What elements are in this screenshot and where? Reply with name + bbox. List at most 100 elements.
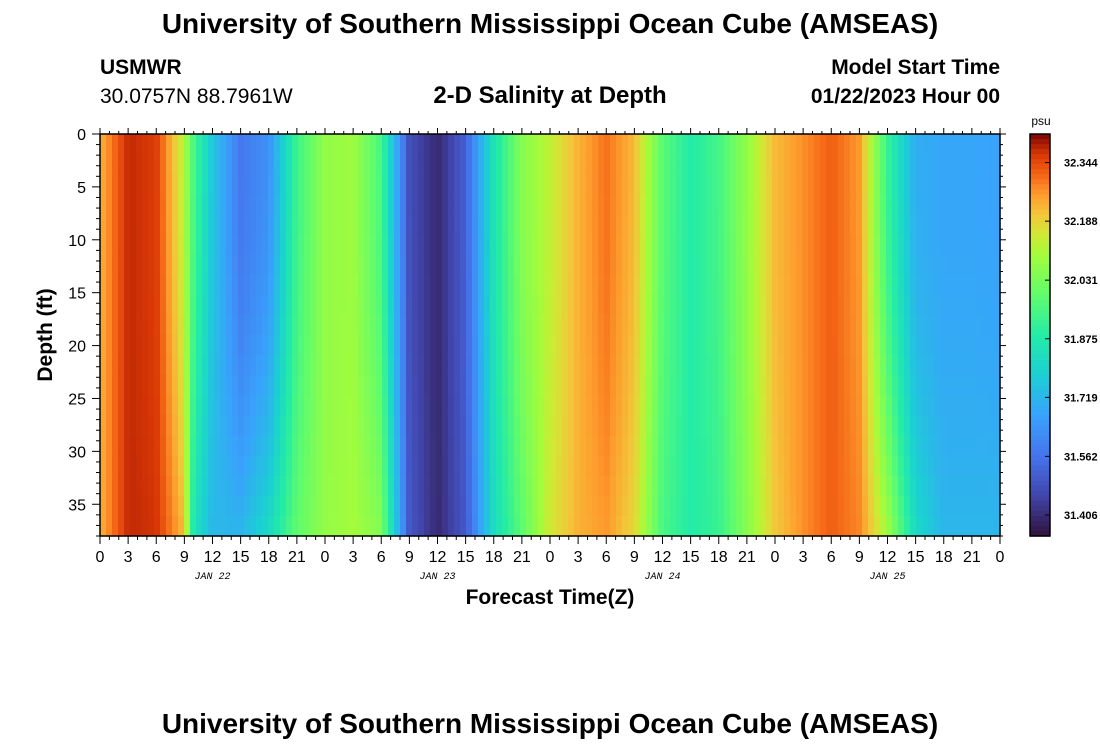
colorbar-segment xyxy=(1030,254,1050,261)
heatmap-cell xyxy=(274,355,281,376)
heatmap-cell xyxy=(562,515,569,537)
heatmap-cell xyxy=(928,415,935,437)
heatmap-cell xyxy=(124,214,131,236)
heatmap-cell xyxy=(364,475,371,497)
heatmap-cell xyxy=(892,174,899,195)
heatmap-cell xyxy=(550,395,557,416)
heatmap-cell xyxy=(784,294,791,316)
heatmap-cell xyxy=(916,495,923,517)
heatmap-cell xyxy=(598,515,605,537)
heatmap-cell xyxy=(892,214,899,236)
heatmap-cell xyxy=(298,375,305,396)
heatmap-cell xyxy=(868,435,875,457)
heatmap-cell xyxy=(760,214,767,236)
heatmap-cell xyxy=(862,515,869,537)
heatmap-cell xyxy=(946,475,953,497)
heatmap-cell xyxy=(274,475,281,497)
heatmap-cell xyxy=(862,134,869,155)
heatmap-cell xyxy=(982,214,989,236)
heatmap-cell xyxy=(694,435,701,457)
heatmap-cell xyxy=(532,314,539,336)
heatmap-cell xyxy=(178,134,185,155)
x-tick-label: 15 xyxy=(907,549,925,566)
heatmap-cell xyxy=(622,174,629,195)
heatmap-cell xyxy=(448,234,455,256)
heatmap-cell xyxy=(556,214,563,236)
heatmap-cell xyxy=(484,395,491,416)
heatmap-cell xyxy=(712,495,719,517)
heatmap-cell xyxy=(922,515,929,537)
heatmap-cell xyxy=(280,515,287,537)
x-tick-label: 15 xyxy=(682,549,700,566)
heatmap-cell xyxy=(448,355,455,376)
heatmap-cell xyxy=(580,254,587,276)
heatmap-cell xyxy=(556,274,563,296)
heatmap-cell xyxy=(538,254,545,276)
heatmap-cell xyxy=(178,455,185,477)
heatmap-cell xyxy=(190,415,197,437)
colorbar-frame xyxy=(1029,133,1051,537)
heatmap-cell xyxy=(754,214,761,236)
heatmap-cell xyxy=(694,355,701,376)
heatmap-cell xyxy=(874,314,881,336)
heatmap-cell xyxy=(496,355,503,376)
heatmap-cell xyxy=(796,294,803,316)
heatmap-cell xyxy=(352,194,359,215)
heatmap-cell xyxy=(568,314,575,336)
heatmap-cell xyxy=(490,314,497,336)
heatmap-cell xyxy=(976,475,983,497)
heatmap-cell xyxy=(460,254,467,276)
heatmap-cell xyxy=(130,274,137,296)
heatmap-cell xyxy=(442,154,449,175)
heatmap-cell xyxy=(880,314,887,336)
heatmap-cell xyxy=(382,415,389,437)
heatmap-cell xyxy=(214,375,221,396)
heatmap-cell xyxy=(748,475,755,497)
heatmap-cell xyxy=(388,395,395,416)
heatmap-cell xyxy=(448,415,455,437)
x-tick-label: 21 xyxy=(963,549,981,566)
heatmap-cell xyxy=(892,435,899,457)
heatmap-cell xyxy=(100,435,107,457)
heatmap-cell xyxy=(508,455,515,477)
salinity-heatmap xyxy=(100,134,1001,537)
heatmap-cell xyxy=(124,435,131,457)
heatmap-cell xyxy=(652,435,659,457)
heatmap-cell xyxy=(730,335,737,356)
heatmap-cell xyxy=(526,435,533,457)
heatmap-cell xyxy=(526,335,533,356)
heatmap-cell xyxy=(118,294,125,316)
heatmap-cell xyxy=(226,515,233,537)
heatmap-cell xyxy=(658,495,665,517)
heatmap-cell xyxy=(394,495,401,517)
heatmap-cell xyxy=(124,254,131,276)
heatmap-cell xyxy=(244,194,251,215)
heatmap-cell xyxy=(112,395,119,416)
heatmap-cell xyxy=(820,194,827,215)
heatmap-cell xyxy=(190,174,197,195)
heatmap-cell xyxy=(502,294,509,316)
heatmap-cell xyxy=(418,435,425,457)
heatmap-cell xyxy=(922,294,929,316)
heatmap-cell xyxy=(118,194,125,215)
heatmap-cell xyxy=(520,435,527,457)
heatmap-cell xyxy=(424,435,431,457)
colorbar-segment xyxy=(1030,365,1050,371)
heatmap-cell xyxy=(568,134,575,155)
heatmap-cell xyxy=(100,294,107,316)
heatmap-cell xyxy=(874,214,881,236)
heatmap-cell xyxy=(682,214,689,236)
colorbar-segment xyxy=(1030,500,1050,507)
heatmap-cell xyxy=(796,314,803,336)
heatmap-cell xyxy=(778,314,785,336)
heatmap-cell xyxy=(178,475,185,497)
heatmap-cell xyxy=(826,415,833,437)
heatmap-cell xyxy=(502,234,509,256)
heatmap-cell xyxy=(376,515,383,537)
heatmap-cell xyxy=(934,375,941,396)
heatmap-cell xyxy=(976,335,983,356)
heatmap-cell xyxy=(406,435,413,457)
heatmap-cell xyxy=(568,294,575,316)
heatmap-cell xyxy=(934,214,941,236)
heatmap-cell xyxy=(556,174,563,195)
